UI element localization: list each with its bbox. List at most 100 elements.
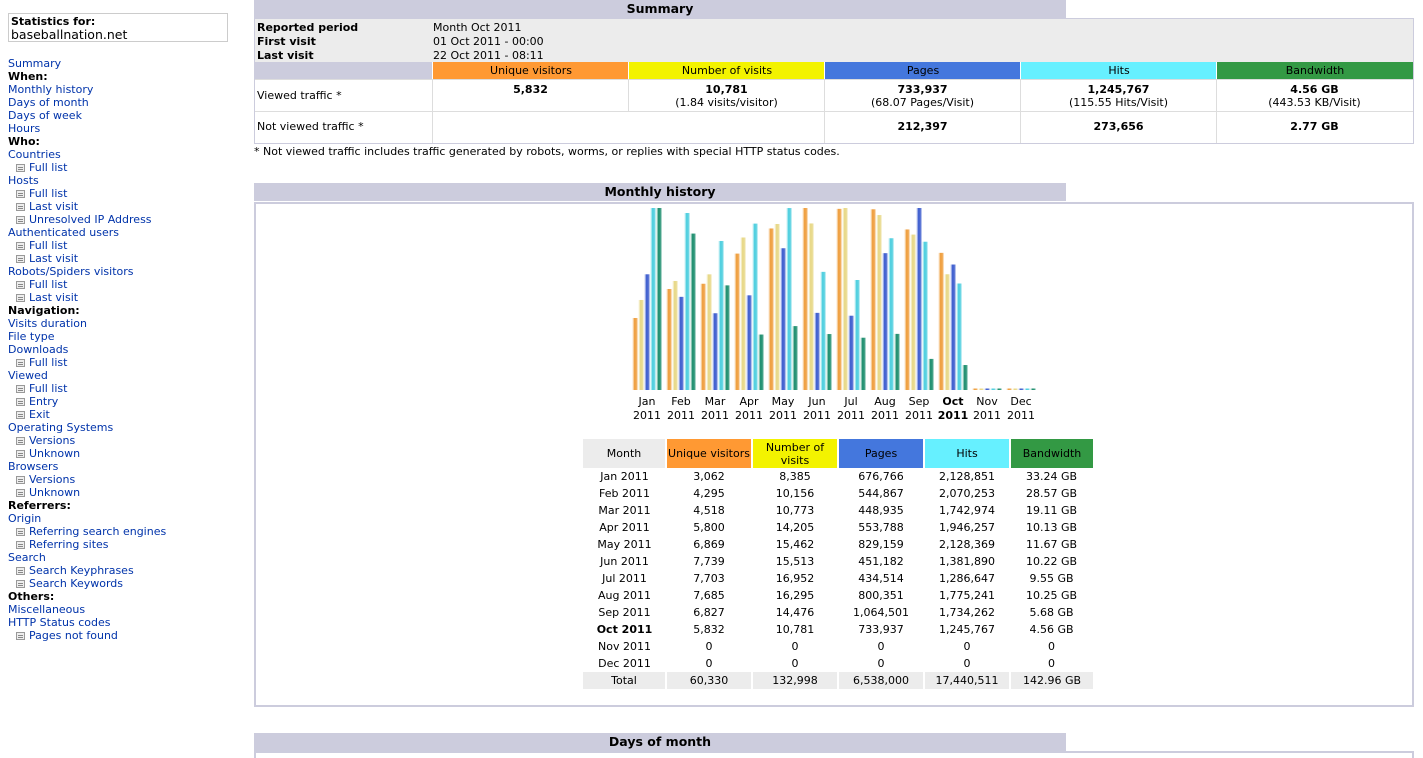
nav-label[interactable]: Full list (29, 161, 68, 174)
nav-label[interactable]: Full list (29, 239, 68, 252)
nav-label[interactable]: Versions (29, 434, 76, 447)
nav-label[interactable]: File type (8, 330, 55, 343)
bar-unique-visitors-jan (632, 317, 638, 390)
value-cell: 10.22 GB (1025, 555, 1078, 568)
nav-link-visits-duration[interactable]: Visits duration (8, 317, 248, 330)
nav-link-pages-not-found[interactable]: Pages not found (8, 629, 248, 642)
nav-link-full-list[interactable]: Full list (8, 239, 248, 252)
value-cell: 16,952 (775, 572, 815, 585)
nav-label[interactable]: Viewed (8, 369, 48, 382)
nav-label[interactable]: Countries (8, 148, 61, 161)
nav-link-referring-search-engines[interactable]: Referring search engines (8, 525, 248, 538)
bar-pages-aug (882, 253, 888, 390)
bar-number-of-visits-may (774, 223, 780, 390)
nav-link-browsers[interactable]: Browsers (8, 460, 248, 473)
nav-label[interactable]: Last visit (29, 291, 79, 304)
nav-link-search-keywords[interactable]: Search Keywords (8, 577, 248, 590)
reported-period-value: Month Oct 2011 (433, 21, 522, 34)
nav-link-operating-systems[interactable]: Operating Systems (8, 421, 248, 434)
nav-label[interactable]: Referring sites (29, 538, 109, 551)
bar-unique-visitors-dec (1006, 388, 1012, 390)
value-cell: 10,781 (775, 623, 815, 636)
nav-link-versions[interactable]: Versions (8, 473, 248, 486)
nav-label[interactable]: Origin (8, 512, 42, 525)
nav-link-full-list[interactable]: Full list (8, 382, 248, 395)
nav-link-viewed[interactable]: Viewed (8, 369, 248, 382)
nav-link-downloads[interactable]: Downloads (8, 343, 248, 356)
nav-label[interactable]: Hours (8, 122, 41, 135)
nav-link-last-visit[interactable]: Last visit (8, 200, 248, 213)
nav-label[interactable]: HTTP Status codes (8, 616, 111, 629)
nav-link-days-of-month[interactable]: Days of month (8, 96, 248, 109)
nav-label[interactable]: Entry (29, 395, 59, 408)
nav-label[interactable]: Browsers (8, 460, 59, 473)
nav-link-miscellaneous[interactable]: Miscellaneous (8, 603, 248, 616)
nav-label[interactable]: Visits duration (8, 317, 87, 330)
nav-link-full-list[interactable]: Full list (8, 187, 248, 200)
nav-link-countries[interactable]: Countries (8, 148, 248, 161)
nav-label[interactable]: Unresolved IP Address (29, 213, 152, 226)
nav-link-full-list[interactable]: Full list (8, 278, 248, 291)
nav-label[interactable]: Hosts (8, 174, 39, 187)
nav-link-hours[interactable]: Hours (8, 122, 248, 135)
nav-link-last-visit[interactable]: Last visit (8, 252, 248, 265)
nav-link-search[interactable]: Search (8, 551, 248, 564)
nav-link-http-status-codes[interactable]: HTTP Status codes (8, 616, 248, 629)
value-cell: 28.57 GB (1025, 487, 1078, 500)
nav-link-robots-spiders-visitors[interactable]: Robots/Spiders visitors (8, 265, 248, 278)
nav-link-hosts[interactable]: Hosts (8, 174, 248, 187)
nav-link-days-of-week[interactable]: Days of week (8, 109, 248, 122)
nav-link-origin[interactable]: Origin (8, 512, 248, 525)
nav-link-versions[interactable]: Versions (8, 434, 248, 447)
nav-link-file-type[interactable]: File type (8, 330, 248, 343)
nav-link-entry[interactable]: Entry (8, 395, 248, 408)
nav-link-summary[interactable]: Summary (8, 57, 248, 70)
value-cell: 10,156 (775, 487, 815, 500)
nav-label[interactable]: Days of week (8, 109, 82, 122)
nav-link-referring-sites[interactable]: Referring sites (8, 538, 248, 551)
not-viewed-hits: 273,656 (1093, 120, 1144, 133)
nav-label[interactable]: Days of month (8, 96, 89, 109)
nav-link-full-list[interactable]: Full list (8, 356, 248, 369)
nav-label[interactable]: Unknown (29, 447, 81, 460)
nav-label[interactable]: Search Keyphrases (29, 564, 134, 577)
table-row: Nov 2011 0 0 0 0 0 (583, 638, 1093, 655)
nav-label[interactable]: Full list (29, 278, 68, 291)
nav-label[interactable]: Monthly history (8, 83, 94, 96)
nav-label[interactable]: Miscellaneous (8, 603, 86, 616)
nav-label[interactable]: Summary (8, 57, 62, 70)
nav-label[interactable]: Full list (29, 356, 68, 369)
nav-link-monthly-history[interactable]: Monthly history (8, 83, 248, 96)
month-cell: May 2011 (597, 538, 652, 551)
bar-bandwidth-aug (894, 333, 900, 390)
nav-label[interactable]: Robots/Spiders visitors (8, 265, 134, 278)
monthly-history-header: Monthly history (254, 183, 1066, 201)
nav-label[interactable]: Last visit (29, 200, 79, 213)
nav-label[interactable]: Search (8, 551, 46, 564)
nav-label[interactable]: Referring search engines (29, 525, 167, 538)
nav-link-last-visit[interactable]: Last visit (8, 291, 248, 304)
nav-label[interactable]: Operating Systems (8, 421, 114, 434)
bar-number-of-visits-sep (910, 234, 916, 390)
nav-link-search-keyphrases[interactable]: Search Keyphrases (8, 564, 248, 577)
nav-link-unknown[interactable]: Unknown (8, 447, 248, 460)
nav-link-unresolved-ip-address[interactable]: Unresolved IP Address (8, 213, 248, 226)
nav-link-unknown[interactable]: Unknown (8, 486, 248, 499)
bar-unique-visitors-may (768, 228, 774, 390)
nav-label[interactable]: Search Keywords (29, 577, 123, 590)
nav-label[interactable]: Authenticated users (8, 226, 119, 239)
nav-label[interactable]: Last visit (29, 252, 79, 265)
value-cell: 10.13 GB (1025, 521, 1078, 534)
nav-label[interactable]: Full list (29, 187, 68, 200)
x-tick-label: Sep (909, 395, 930, 408)
nav-label[interactable]: Unknown (29, 486, 81, 499)
nav-label[interactable]: Downloads (8, 343, 69, 356)
nav-label[interactable]: Full list (29, 382, 68, 395)
nav-link-exit[interactable]: Exit (8, 408, 248, 421)
nav-link-full-list[interactable]: Full list (8, 161, 248, 174)
summary-footnote: * Not viewed traffic includes traffic ge… (254, 145, 840, 158)
nav-label[interactable]: Versions (29, 473, 76, 486)
nav-label[interactable]: Exit (29, 408, 50, 421)
nav-label[interactable]: Pages not found (29, 629, 118, 642)
nav-link-authenticated-users[interactable]: Authenticated users (8, 226, 248, 239)
